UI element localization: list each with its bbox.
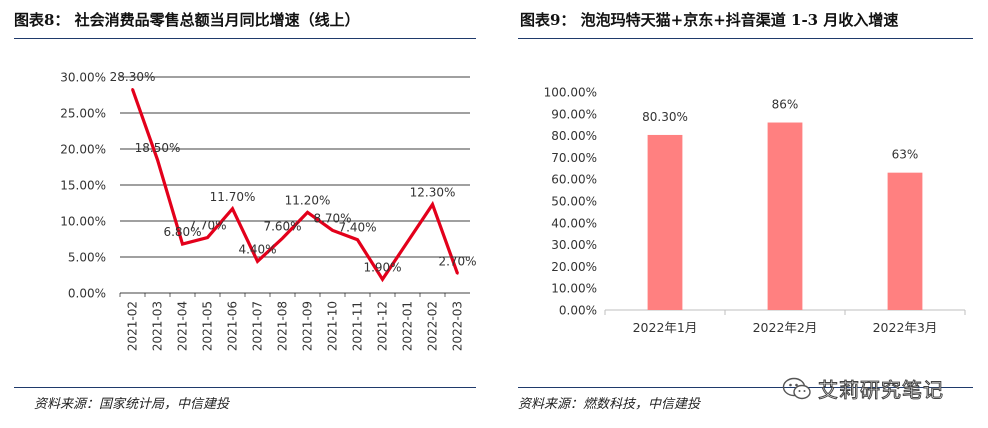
y-tick-label: 30.00%	[60, 71, 106, 85]
y-tick-label: 60.00%	[551, 173, 597, 187]
data-point	[181, 242, 184, 246]
data-label: 63%	[892, 148, 919, 162]
bar	[647, 134, 683, 310]
data-label: 4.40%	[238, 242, 276, 256]
x-tick-label: 2021-11	[351, 301, 365, 351]
right-chart-title: 图表9： 泡泡玛特天猫+京东+抖音渠道 1-3 月收入增速	[520, 11, 899, 29]
data-point	[156, 158, 159, 161]
x-tick-label: 2021-07	[251, 301, 265, 351]
data-point	[456, 272, 459, 275]
y-tick-label: 20.00%	[60, 143, 106, 157]
y-tick-label: 20.00%	[551, 260, 597, 274]
data-label: 8.70%	[313, 211, 351, 225]
y-tick-label: 100.00%	[544, 86, 597, 100]
x-tick-label: 2022-01	[401, 301, 415, 351]
watermark: 艾莉研究笔记	[782, 374, 944, 403]
data-point	[406, 240, 409, 244]
x-tick-label: 2021-10	[326, 301, 340, 351]
left-source-note: 资料来源：国家统计局，中信建投	[34, 397, 230, 412]
data-point	[131, 88, 134, 91]
y-tick-label: 10.00%	[551, 282, 597, 296]
x-tick-label: 2021-02	[126, 301, 140, 351]
data-label: 7.60%	[263, 219, 301, 233]
data-label: 80.30%	[642, 110, 688, 124]
y-tick-label: 90.00%	[551, 107, 597, 121]
y-tick-label: 70.00%	[551, 151, 597, 165]
data-label: 18.50%	[135, 141, 181, 155]
right-source-rule	[518, 387, 973, 388]
x-tick-label: 2021-04	[176, 301, 190, 351]
x-tick-label: 2022年3月	[873, 320, 938, 335]
y-tick-label: 0.00%	[559, 304, 597, 318]
bar	[887, 172, 923, 310]
bar-chart: 0.00% 10.00% 20.00% 30.00% 40.00% 50.00% 60.00…	[544, 86, 966, 335]
data-point	[331, 229, 334, 232]
data-point	[356, 238, 359, 241]
data-label: 2.70%	[438, 255, 476, 269]
data-label: 7.70%	[188, 219, 226, 233]
data-label: 7.40%	[338, 221, 376, 235]
y-tick-label: 10.00%	[60, 215, 106, 229]
y-tick-label: 5.00%	[68, 251, 106, 265]
y-tick-label: 0.00%	[68, 287, 106, 301]
x-tick-label: 2021-05	[201, 301, 215, 351]
right-title-rule	[518, 38, 973, 39]
y-tick-label: 50.00%	[551, 195, 597, 209]
x-tick-label: 2021-12	[376, 301, 390, 351]
data-label: 12.30%	[410, 185, 456, 199]
x-tick-label: 2022-03	[451, 301, 465, 351]
right-source-note: 资料来源：燃数科技，中信建投	[518, 397, 701, 412]
x-tick-label: 2022-02	[426, 301, 440, 351]
y-tick-label: 15.00%	[60, 179, 106, 193]
watermark-text: 艾莉研究笔记	[818, 378, 944, 403]
series-line	[130, 88, 460, 283]
data-label: 11.70%	[210, 190, 256, 204]
left-title-rule	[14, 38, 476, 39]
data-label: 11.20%	[285, 193, 331, 207]
data-point	[381, 278, 384, 281]
line-chart: 0.00% 5.00% 10.00% 15.00% 20.00% 25.00% 30.00%…	[60, 70, 476, 351]
x-tick-label: 2022年2月	[753, 320, 818, 335]
wechat-icon	[782, 377, 811, 399]
data-point	[206, 236, 209, 239]
data-label: 6.80%	[163, 225, 201, 239]
left-chart-title: 图表8： 社会消费品零售总额当月同比增速（线上）	[14, 11, 360, 29]
left-source-rule	[14, 387, 476, 388]
data-point	[431, 203, 434, 206]
y-tick-label: 80.00%	[551, 129, 597, 143]
y-tick-label: 30.00%	[551, 238, 597, 252]
data-point	[231, 207, 234, 210]
data-label: 86%	[772, 98, 799, 112]
y-tick-label: 40.00%	[551, 216, 597, 230]
data-label: 1.90%	[363, 260, 401, 274]
x-tick-label: 2021-08	[276, 301, 290, 351]
data-point	[256, 260, 259, 263]
x-tick-label: 2022年1月	[633, 320, 698, 335]
y-tick-label: 25.00%	[60, 107, 106, 121]
x-tick-label: 2021-03	[151, 301, 165, 351]
x-tick-label: 2021-06	[226, 301, 240, 351]
data-point	[306, 211, 309, 214]
bar	[767, 122, 803, 311]
data-point	[281, 237, 284, 240]
x-tick-label: 2021-09	[301, 301, 315, 351]
data-label: 28.30%	[110, 70, 156, 84]
